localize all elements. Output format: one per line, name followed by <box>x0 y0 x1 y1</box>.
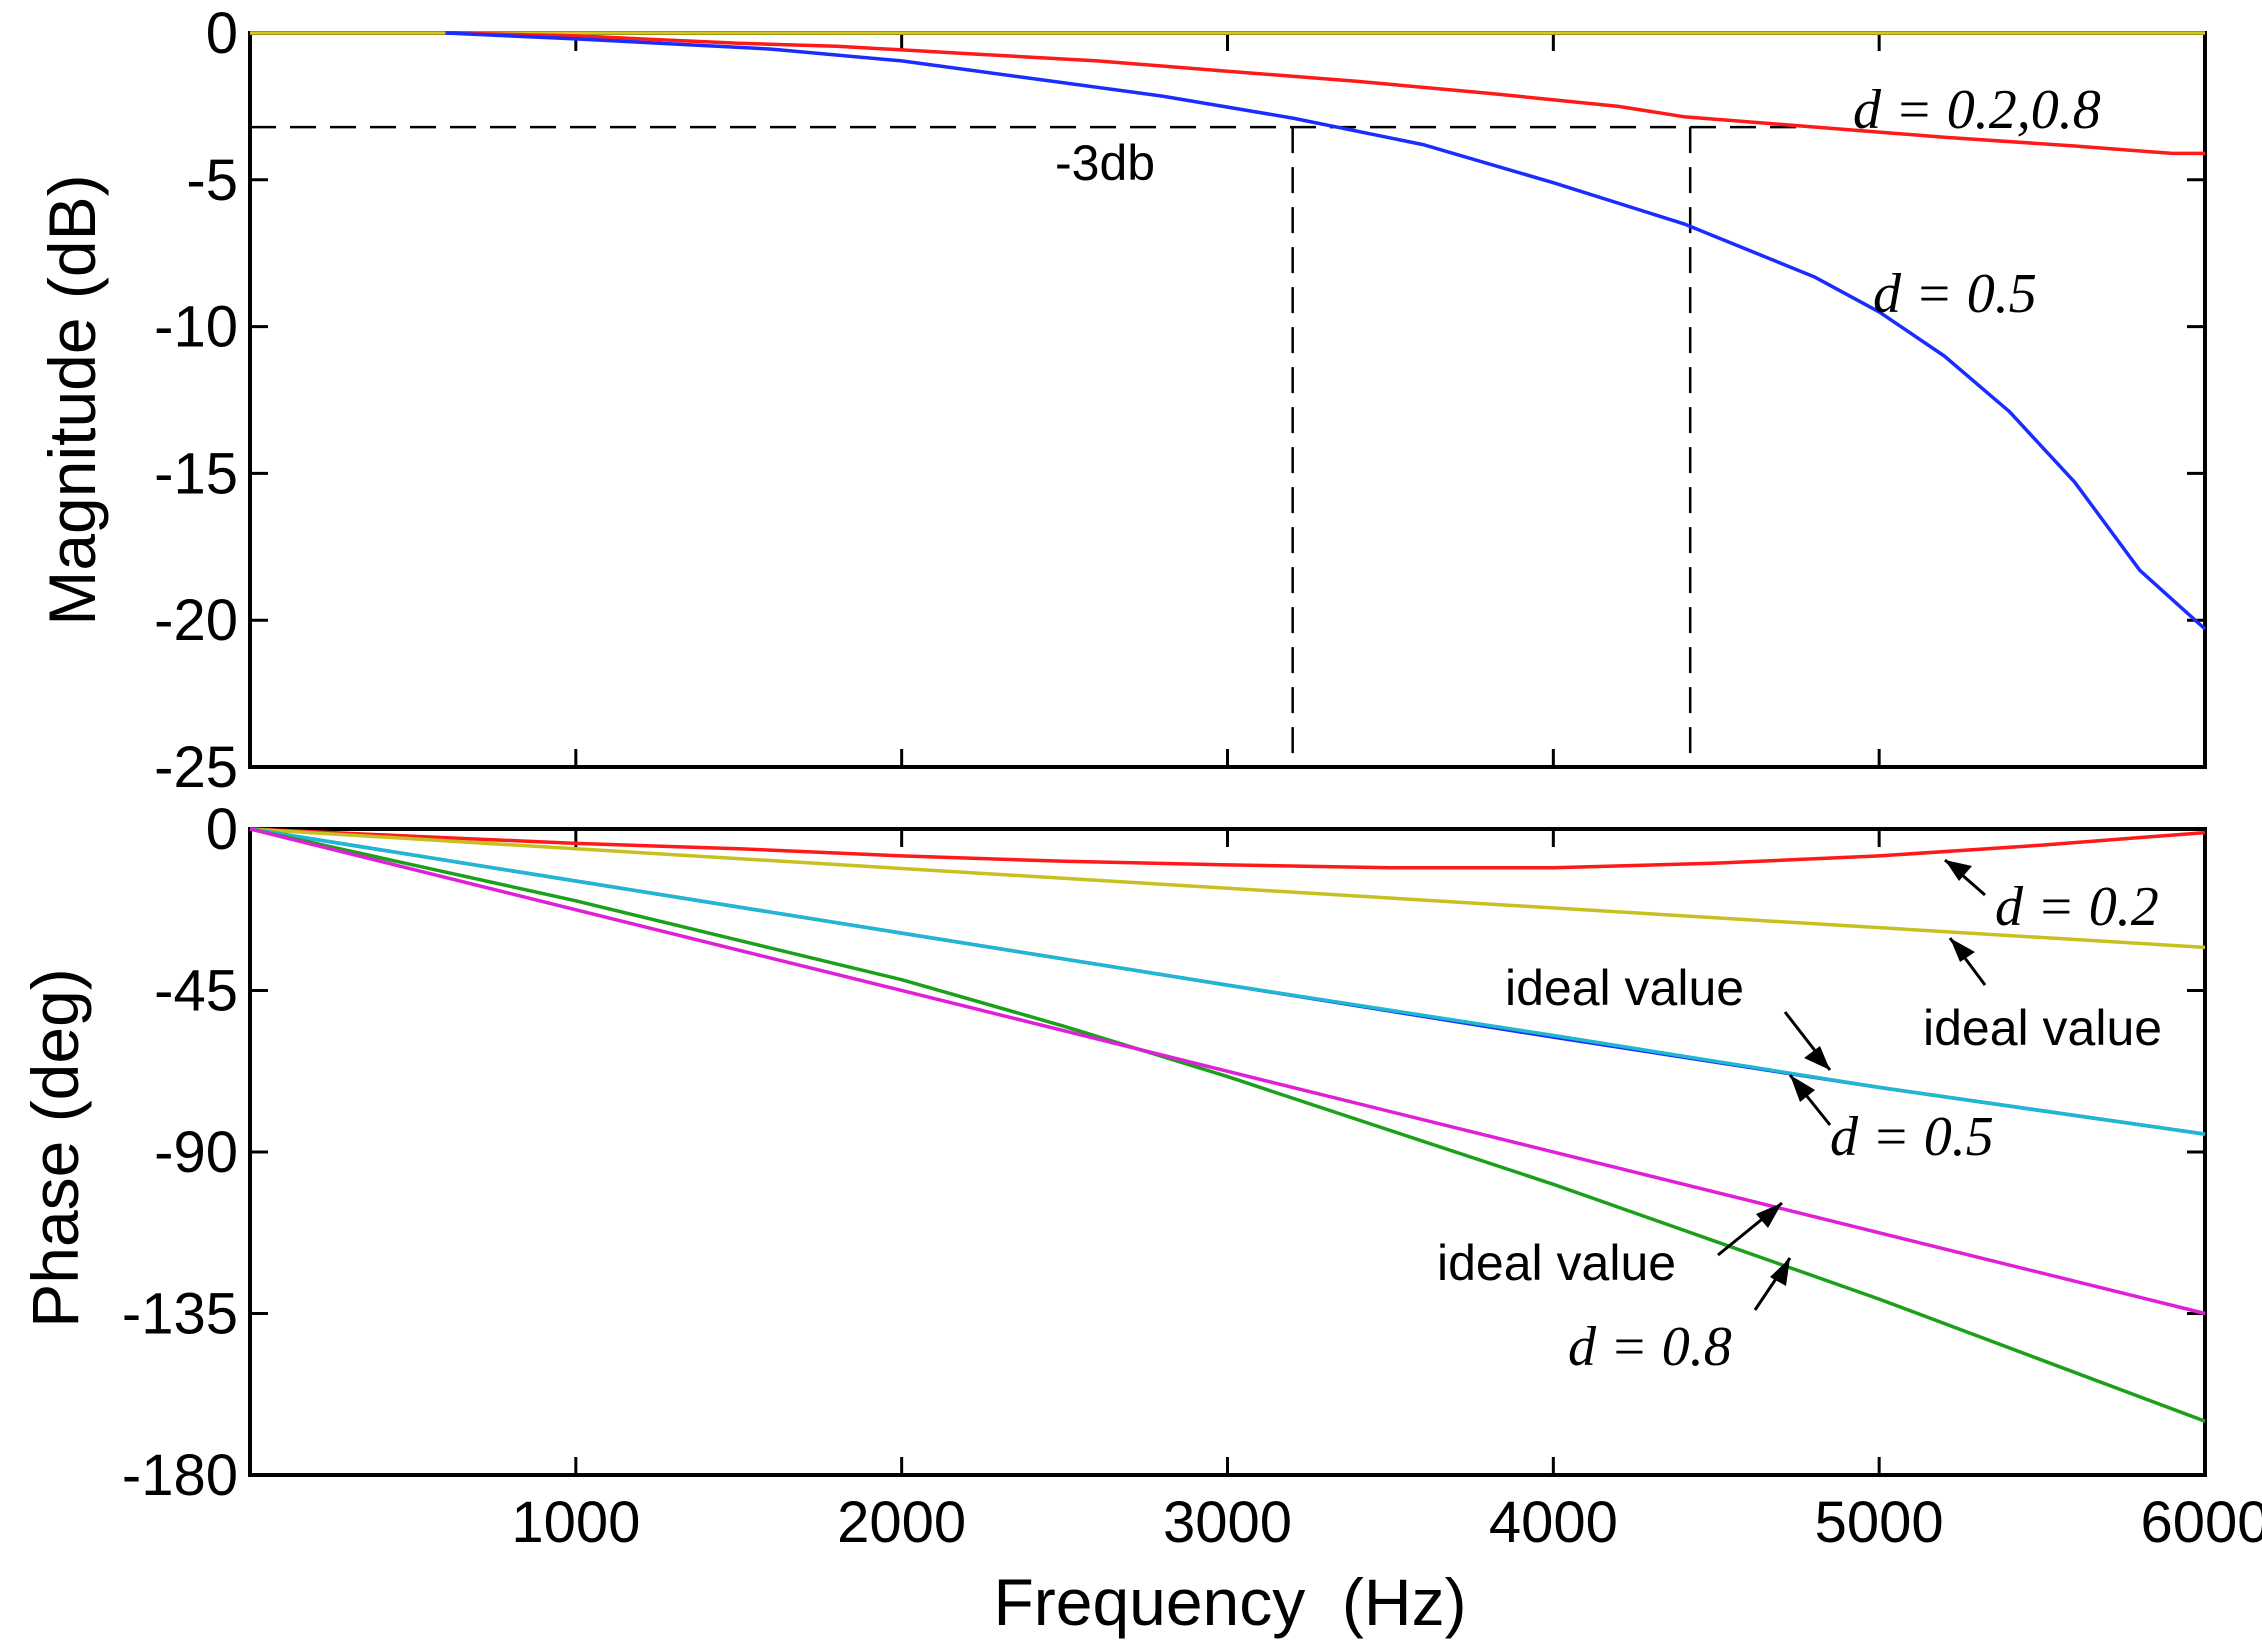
frequency-x-tick-label: 6000 <box>2140 1490 2262 1555</box>
phase-series-ideal-d-0.2 <box>249 827 2206 950</box>
frequency-x-tick-label: 4000 <box>1489 1490 1618 1555</box>
label-d-0.2: d = 0.2 <box>1995 876 2159 938</box>
magnitude-y-tick-label: -5 <box>186 148 238 213</box>
phase-series-d-0.8 <box>249 827 2206 1423</box>
magnitude-series-d-0.2-0.8 <box>445 31 2205 156</box>
arrow-ideal-d-0.5-head <box>1804 1046 1830 1070</box>
magnitude-y-tick-label: -10 <box>154 295 238 360</box>
magnitude-plot-frame <box>248 31 2207 769</box>
phase-y-axis-title: Phase (deg) <box>18 968 92 1328</box>
ideal-value-label-d-0.8: ideal value <box>1437 1235 1676 1291</box>
frequency-x-tick-label: 3000 <box>1163 1490 1292 1555</box>
magnitude-curves <box>250 31 2207 631</box>
frequency-x-tick-label: 5000 <box>1815 1490 1944 1555</box>
magnitude-series-d-0.5 <box>445 31 2207 631</box>
phase-curves <box>249 827 2206 1423</box>
phase-y-tick-label: -45 <box>154 959 238 1024</box>
label-d-0.5-magnitude: d = 0.5 <box>1873 263 2037 325</box>
phase-series-ideal-d-0.8 <box>249 827 2206 1316</box>
ideal-value-label-d-0.2: ideal value <box>1923 1000 2162 1056</box>
phase-y-tick-label: -90 <box>154 1120 238 1185</box>
ideal-value-label-d-0.5: ideal value <box>1505 960 1744 1016</box>
magnitude-y-tick-label: 0 <box>206 1 238 66</box>
label-d-0.2-0.8: d = 0.2,0.8 <box>1853 79 2101 141</box>
label-d-0.5-phase: d = 0.5 <box>1830 1106 1994 1168</box>
frequency-x-tick-label: 1000 <box>511 1490 640 1555</box>
phase-y-tick-label: -135 <box>122 1282 238 1347</box>
frequency-x-axis-title: Frequency (Hz) <box>993 1565 1466 1639</box>
magnitude-y-tick-label: -25 <box>154 735 238 800</box>
magnitude-y-tick-label: -20 <box>154 588 238 653</box>
phase-y-tick-label: 0 <box>206 797 238 862</box>
arrow-d-0.2-head <box>1945 860 1972 881</box>
phase-series-ideal-d-0.5 <box>249 827 2206 1136</box>
arrow-d-0.5-head <box>1790 1075 1815 1102</box>
phase-y-tick-labels: 0 -45 -90 -135 -180 <box>122 797 238 1508</box>
frequency-x-tick-labels: 1000 2000 3000 4000 5000 6000 <box>511 1490 2262 1555</box>
magnitude-y-tick-labels: 0 -5 -10 -15 -20 -25 <box>154 1 238 800</box>
magnitude-y-axis-title: Magnitude (dB) <box>35 174 109 625</box>
magnitude-ticks <box>250 31 2207 769</box>
cutoff-dashed-lines <box>250 125 1814 767</box>
arrow-ideal-d-0.8-head <box>1756 1203 1782 1228</box>
frequency-x-tick-label: 2000 <box>837 1490 966 1555</box>
magnitude-y-tick-label: -15 <box>154 441 238 506</box>
arrow-ideal-d-0.2-head <box>1950 938 1975 962</box>
annotation-arrows <box>1717 858 1987 1311</box>
label-d-0.8: d = 0.8 <box>1568 1316 1732 1378</box>
phase-panel: 0 -45 -90 -135 -180 1000 2000 3000 4000 5000 6000… <box>18 797 2262 1639</box>
cutoff-3db-label: -3db <box>1055 135 1155 191</box>
arrow-d-0.8-head <box>1770 1258 1790 1286</box>
phase-y-tick-label: -180 <box>122 1443 238 1508</box>
magnitude-panel: 0 -5 -10 -15 -20 -25 Magnitude (dB) -3db d = … <box>35 1 2207 800</box>
phase-series-d-0.2 <box>249 827 2206 870</box>
